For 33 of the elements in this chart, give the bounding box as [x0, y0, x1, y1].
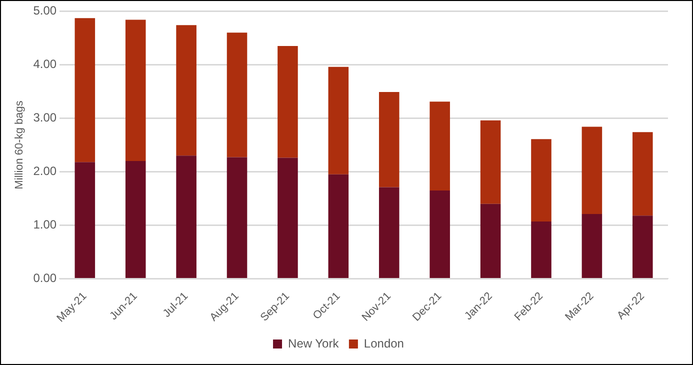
y-tick-label: 2.00 — [33, 164, 57, 178]
bar — [226, 157, 248, 278]
y-tick-label: 4.00 — [33, 57, 57, 72]
bar — [125, 161, 146, 278]
bar — [176, 156, 196, 278]
bar — [226, 32, 248, 158]
bar — [328, 66, 349, 174]
bar — [480, 204, 501, 278]
bar — [125, 20, 146, 162]
bar — [278, 158, 298, 278]
bar — [632, 216, 653, 278]
bar — [74, 162, 96, 278]
bar — [632, 132, 653, 216]
bar — [582, 214, 602, 278]
bar — [278, 46, 298, 158]
bar — [74, 18, 96, 162]
bar — [582, 126, 602, 214]
bar — [531, 221, 552, 278]
y-tick-label: 1.00 — [33, 218, 57, 232]
bar — [378, 187, 400, 278]
bar — [430, 190, 450, 278]
bar — [176, 25, 196, 156]
bar — [531, 139, 552, 222]
y-tick-label: 5.00 — [33, 4, 57, 18]
legend-label: New York — [288, 336, 340, 350]
y-tick-label: 0.00 — [33, 271, 57, 286]
bar — [430, 102, 450, 190]
bar — [378, 92, 400, 188]
y-tick-label: 3.00 — [33, 110, 57, 125]
y-axis-title: Million 60-kg bags — [14, 100, 26, 190]
bar — [328, 174, 349, 278]
bar — [480, 120, 501, 204]
legend-label: London — [364, 336, 404, 350]
